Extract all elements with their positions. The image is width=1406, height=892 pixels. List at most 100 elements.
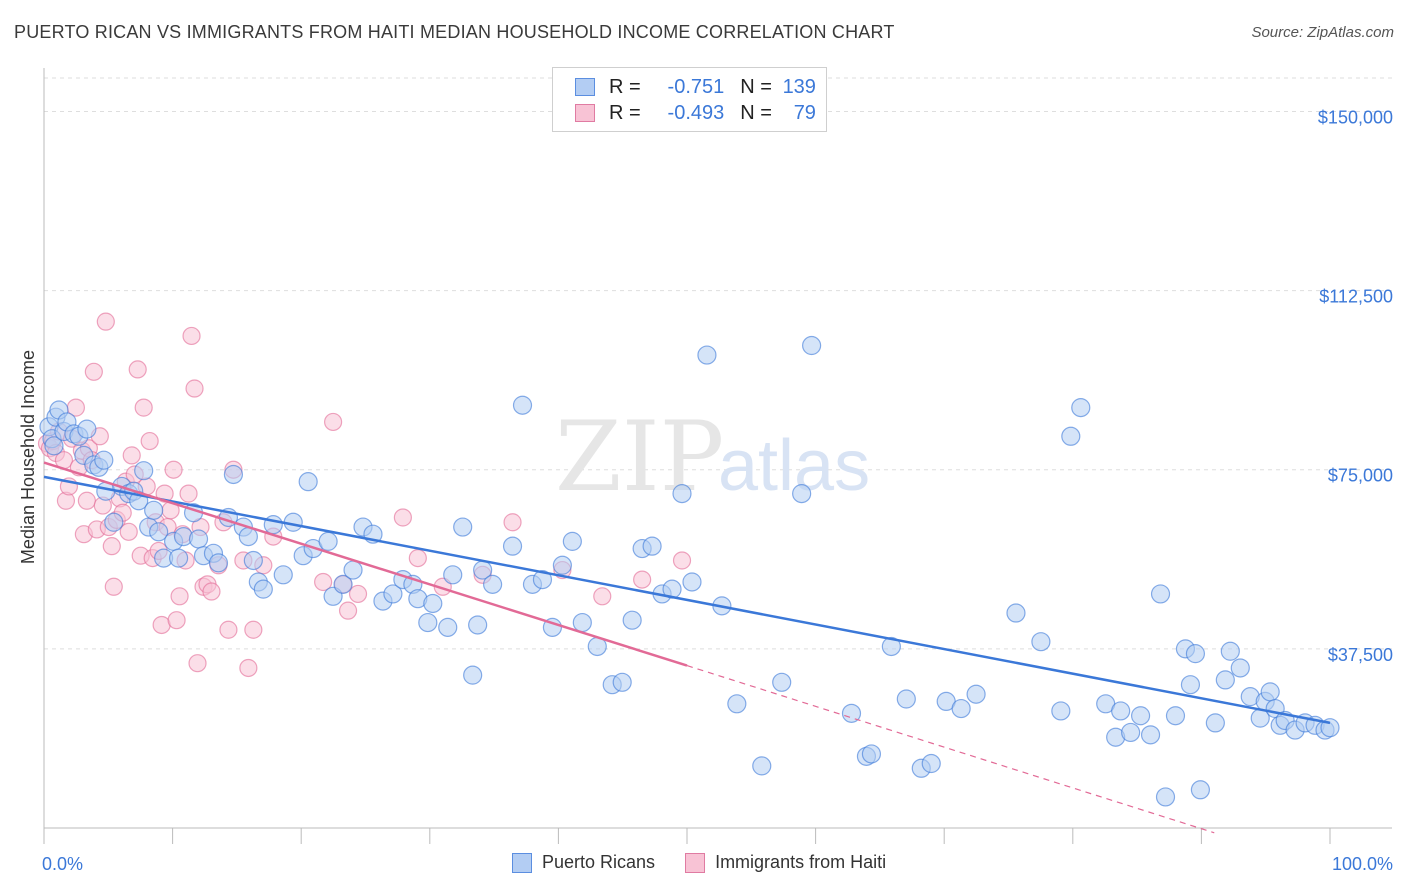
legend-label-puerto-ricans: Puerto Ricans <box>542 852 656 872</box>
haiti-point <box>104 577 123 596</box>
puerto-rican-point <box>512 395 533 415</box>
haiti-point <box>128 360 147 379</box>
watermark: ZIP atlas <box>555 401 870 513</box>
puerto-rican-point <box>896 689 916 709</box>
pink-n-label: N = <box>740 101 772 124</box>
puerto-rican-point <box>438 617 458 637</box>
haiti-point <box>179 484 198 503</box>
puerto-rican-point <box>1031 632 1051 652</box>
y-tick-label: $75,000 <box>1328 466 1393 486</box>
haiti-point <box>182 326 201 346</box>
y-tick-label: $112,500 <box>1319 287 1393 307</box>
puerto-rican-point <box>1220 641 1240 661</box>
puerto-rican-point <box>562 531 582 551</box>
puerto-rican-point <box>1071 398 1091 418</box>
legend-item-haiti[interactable]: Immigrants from Haiti <box>685 852 886 873</box>
puerto-rican-point <box>243 550 263 571</box>
puerto-rican-point <box>1130 706 1151 726</box>
puerto-rican-point <box>1230 658 1250 678</box>
puerto-rican-point <box>841 703 862 723</box>
haiti-point <box>324 412 343 432</box>
puerto-rican-point <box>951 698 971 719</box>
puerto-rican-point <box>802 335 822 356</box>
puerto-rican-point <box>298 472 318 492</box>
puerto-rican-point <box>343 560 363 580</box>
legend-item-puerto-ricans[interactable]: Puerto Ricans <box>512 852 655 873</box>
haiti-point <box>393 508 412 527</box>
axis-labels: $37,500 $75,000 $112,500 $150,000 0.0% 100.0%… <box>18 107 1393 874</box>
puerto-rican-point <box>134 461 154 481</box>
puerto-rican-point <box>483 574 503 594</box>
haiti-point <box>96 312 115 331</box>
puerto-rican-point <box>1121 722 1141 743</box>
puerto-rican-point <box>453 517 473 537</box>
puerto-rican-trend-line <box>43 475 1331 725</box>
haiti-point <box>188 654 207 673</box>
puerto-rican-point <box>149 522 169 542</box>
y-tick-label: $150,000 <box>1318 107 1393 127</box>
y-axis-label: Median Household Income <box>18 350 38 564</box>
blue-r-label: R = <box>609 75 641 98</box>
puerto-rican-point <box>273 565 293 585</box>
puerto-rican-point <box>168 548 189 568</box>
puerto-rican-point <box>697 345 717 365</box>
haiti-point <box>122 446 141 465</box>
haiti-point <box>239 658 258 678</box>
puerto-rican-point <box>1061 426 1081 446</box>
chart-title: PUERTO RICAN VS IMMIGRANTS FROM HAITI ME… <box>14 22 895 42</box>
haiti-point <box>167 611 186 630</box>
puerto-rican-point <box>502 536 523 556</box>
haiti-point <box>185 379 204 398</box>
watermark-zip: ZIP <box>555 401 724 513</box>
puerto-rican-point <box>532 569 553 590</box>
source-label: Source: ZipAtlas.com <box>1251 24 1394 41</box>
puerto-rican-point <box>383 584 403 604</box>
puerto-rican-point <box>318 531 338 551</box>
haiti-point <box>244 620 263 639</box>
pink-swatch <box>575 104 595 122</box>
x-tick-label-max: 100.0% <box>1332 854 1393 874</box>
puerto-rican-point <box>572 612 592 633</box>
haiti-point <box>140 431 159 451</box>
haiti-point <box>348 584 368 604</box>
puerto-rican-point <box>423 593 443 614</box>
puerto-rican-point <box>1180 675 1201 695</box>
trend-lines <box>43 461 1331 834</box>
puerto-rican-point <box>1006 603 1026 623</box>
puerto-rican-point <box>104 512 124 532</box>
puerto-rican-point <box>468 615 488 635</box>
puerto-rican-point <box>443 565 463 585</box>
puerto-rican-point <box>672 484 692 504</box>
haiti-point <box>77 491 96 510</box>
puerto-rican-point <box>622 610 642 630</box>
puerto-rican-point <box>642 536 662 556</box>
puerto-rican-point <box>727 694 747 714</box>
puerto-rican-point <box>333 574 353 594</box>
haiti-point <box>202 582 221 601</box>
series-legend: Puerto Ricans Immigrants from Haiti <box>512 852 916 873</box>
haiti-point <box>338 601 358 620</box>
puerto-rican-point <box>1205 713 1225 733</box>
puerto-rican-point <box>1150 584 1171 604</box>
puerto-rican-point <box>612 672 632 692</box>
puerto-rican-point <box>144 500 164 520</box>
puerto-rican-point <box>752 756 772 776</box>
stats-legend: R = -0.751 N = 139 R = -0.493 N = 79 <box>552 67 827 132</box>
haiti-point <box>593 587 612 606</box>
y-tick-label: $37,500 <box>1328 645 1393 665</box>
haiti-point <box>134 398 153 417</box>
pink-n-value: 79 <box>793 101 816 124</box>
pink-r-label: R = <box>609 101 641 124</box>
haiti-trend-line <box>43 461 688 667</box>
haiti-point <box>408 548 427 568</box>
puerto-rican-point <box>682 572 702 592</box>
haiti-point <box>170 587 189 606</box>
blue-n-value: 139 <box>782 75 816 98</box>
puerto-rican-point <box>1140 725 1161 745</box>
blue-n-label: N = <box>740 75 772 98</box>
puerto-rican-point <box>208 553 229 573</box>
stats-row-blue: R = -0.751 N = 139 <box>575 75 816 99</box>
puerto-rican-point <box>1051 701 1071 721</box>
puerto-rican-point <box>77 419 97 439</box>
legend-label-haiti: Immigrants from Haiti <box>715 852 887 872</box>
